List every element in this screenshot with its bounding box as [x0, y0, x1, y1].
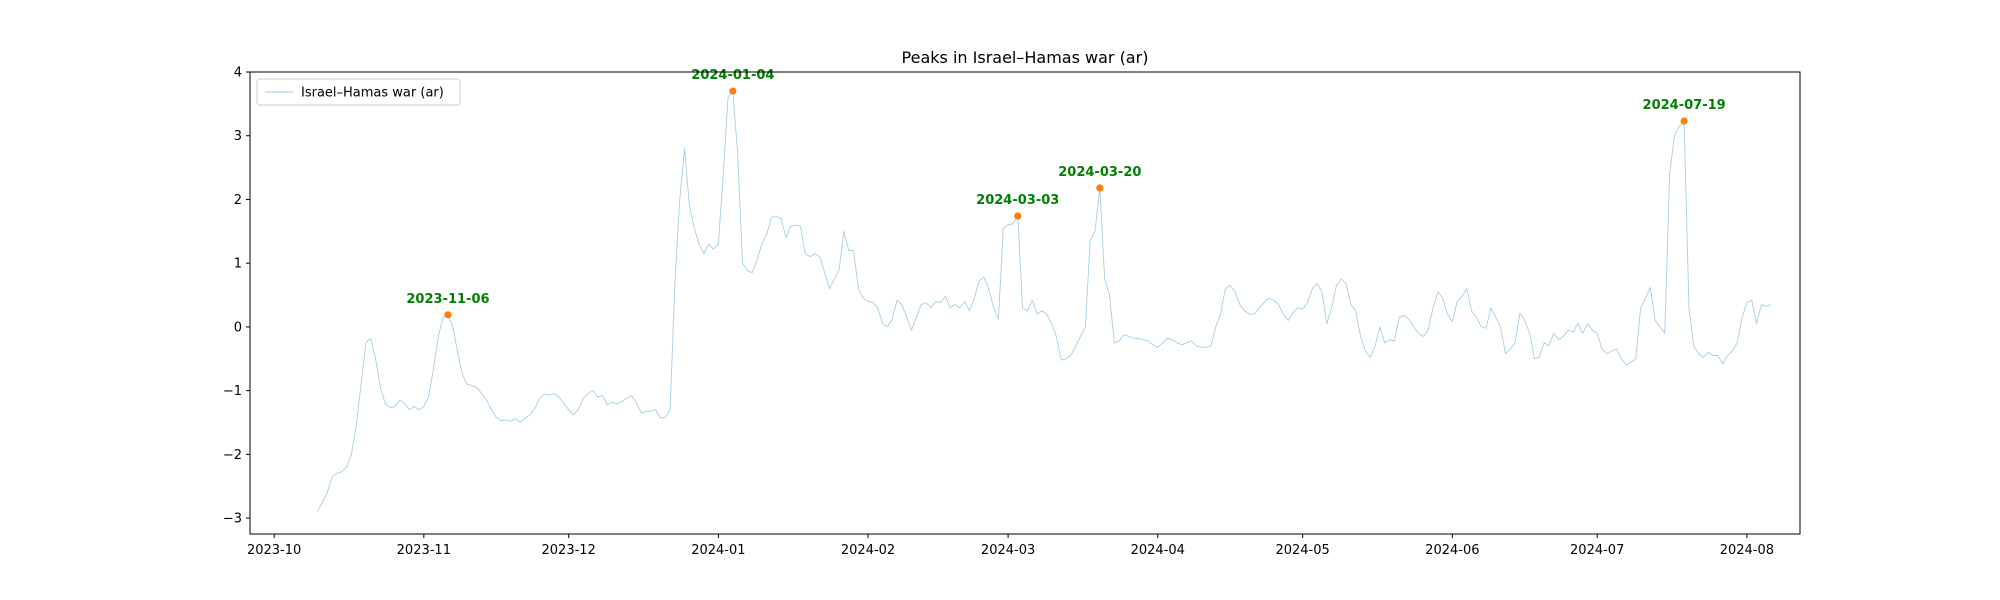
- x-tick-label: 2024-03: [981, 543, 1035, 558]
- plot-area: 2024-01-04 2024-07-19 2024-03-20 2024-03-03…: [317, 68, 1772, 512]
- x-tick-label: 2023-11: [397, 543, 451, 558]
- y-tick-label: 2: [234, 193, 242, 208]
- peak-label: 2024-07-19: [1643, 98, 1726, 113]
- peak-marker: [1096, 184, 1104, 192]
- peak-marker: [729, 87, 737, 95]
- peak-label: 2024-03-20: [1058, 165, 1141, 180]
- y-axis: −3 −2 −1 0 1 2 3 4: [223, 66, 250, 527]
- axes-frame: [249, 71, 1801, 535]
- peak-label: 2023-11-06: [406, 292, 489, 307]
- x-tick-label: 2023-12: [542, 543, 596, 558]
- y-tick-label: −2: [223, 448, 242, 463]
- x-axis: 2023-10 2023-11 2023-12 2024-01 2024-02 2024-…: [247, 534, 1774, 558]
- x-tick-label: 2024-06: [1425, 543, 1479, 558]
- legend-box: [256, 78, 461, 106]
- y-tick-label: 1: [234, 257, 242, 272]
- peak-label: 2024-01-04: [691, 68, 774, 83]
- legend: Israel–Hamas war (ar): [256, 78, 461, 106]
- y-tick-label: −3: [223, 512, 242, 527]
- x-tick-label: 2023-10: [247, 543, 301, 558]
- y-tick-label: 0: [234, 320, 242, 335]
- x-tick-label: 2024-02: [841, 543, 895, 558]
- peak-marker: [1014, 212, 1022, 220]
- peak-marker: [1680, 117, 1688, 125]
- x-tick-label: 2024-01: [691, 543, 745, 558]
- chart-title: Peaks in Israel–Hamas war (ar): [902, 48, 1149, 67]
- y-tick-label: −1: [223, 384, 242, 399]
- y-tick-label: 4: [234, 66, 242, 81]
- peak-marker: [444, 311, 452, 319]
- x-tick-label: 2024-08: [1720, 543, 1774, 558]
- x-tick-label: 2024-04: [1131, 543, 1185, 558]
- peak-label: 2024-03-03: [976, 193, 1059, 208]
- y-tick-label: 3: [234, 129, 242, 144]
- x-tick-label: 2024-05: [1275, 543, 1329, 558]
- x-tick-label: 2024-07: [1570, 543, 1624, 558]
- legend-entry-label: Israel–Hamas war (ar): [301, 86, 444, 101]
- series-line: [317, 90, 1772, 512]
